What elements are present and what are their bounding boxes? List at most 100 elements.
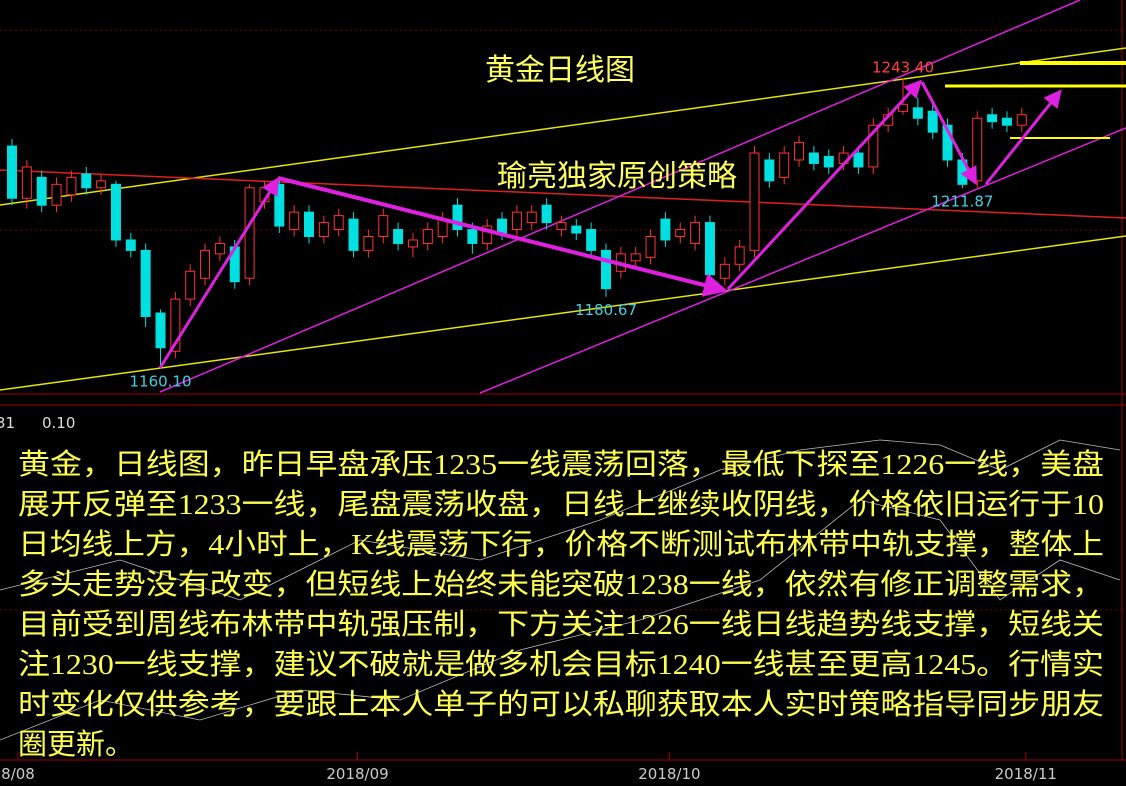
candle-body [1016, 114, 1027, 126]
candle-body [185, 270, 196, 300]
candle-body [289, 211, 300, 231]
candle-body [348, 218, 359, 251]
price-annotation: 1180.67 [575, 301, 637, 319]
candle-body [749, 152, 760, 251]
candle-body [7, 145, 17, 199]
arrow [920, 81, 977, 186]
candle-body [823, 156, 834, 168]
candle-body [214, 242, 225, 255]
candle-body [393, 229, 404, 244]
candle-body [942, 124, 953, 161]
candle-body [511, 211, 522, 231]
trend-line [0, 47, 1126, 206]
candle-body [304, 211, 314, 237]
candle-body [868, 124, 879, 168]
layout [0, 0, 1126, 761]
candle-body [912, 107, 923, 119]
trend-line [0, 235, 1126, 391]
candle-body [51, 183, 62, 206]
x-tick-label: 2018/11 [995, 765, 1057, 783]
candle-body [21, 166, 32, 199]
candle-body [110, 183, 121, 241]
indicator-label: 31 [0, 414, 15, 432]
candle-body [140, 249, 151, 317]
x-tick-label: 2018/10 [638, 765, 700, 783]
trend-line [0, 169, 1126, 219]
candle-body [794, 142, 805, 161]
candle-body [972, 117, 983, 182]
candle-body [927, 110, 938, 133]
indicator-line [0, 499, 1121, 741]
candle-body [497, 218, 508, 234]
candle-body [630, 253, 641, 262]
candle-body [704, 222, 715, 276]
candle-body [734, 246, 745, 265]
arrow [158, 176, 280, 369]
candle-body [482, 225, 493, 244]
arrow [726, 79, 923, 291]
candle-body [660, 218, 671, 241]
commentary-line: 时变化仅供参考，要跟上本人单子的可以私聊获取本人实时策略指导同步朋友 [18, 688, 1104, 721]
candle-body [586, 229, 597, 251]
candle-body [363, 235, 374, 251]
candle-body [407, 239, 418, 248]
candle-body [853, 152, 864, 168]
candle-body [1001, 117, 1012, 126]
commentary-line: 目前受到周线布林带中轨强压制，下方关注1226一线日线趋势线支撑，短线关 [18, 608, 1104, 641]
candle-body [645, 235, 656, 258]
candle-body [200, 249, 211, 279]
candle-body [808, 152, 819, 164]
candle-body [764, 159, 775, 182]
chart-subtitle: 瑜亮独家原创策略 [497, 160, 737, 193]
candle-body [155, 312, 166, 349]
candle-body [36, 176, 47, 206]
candle-body [601, 249, 611, 290]
candle-body [541, 204, 552, 224]
candle-body [779, 152, 790, 178]
candle-body [96, 180, 107, 189]
candle-body [422, 229, 433, 244]
arrow [277, 176, 728, 297]
price-annotation: 1243.40 [872, 59, 934, 77]
commentary-line: 圈更新。 [18, 728, 134, 761]
candle-body [170, 298, 181, 352]
x-tick-label: 8/08 [1, 765, 35, 783]
candle-body [274, 183, 285, 227]
candle-body [452, 204, 463, 231]
arrows [158, 79, 1062, 369]
indicator-line [0, 439, 1121, 601]
commentary-line: 展开反弹至1233一线，尾盘震荡收盘，日线上继续收阴线，价格依旧运行于10 [18, 488, 1104, 521]
candle-body [467, 229, 478, 244]
candles [7, 78, 1027, 369]
candle-body [675, 229, 686, 237]
indicator-label: 0.10 [42, 414, 75, 432]
candle-body [898, 103, 908, 112]
x-tick-label: 2018/09 [326, 765, 388, 783]
commentary-line: 多头走势没有改变，但短线上始终未能突破1238一线，依然有修正调整需求， [18, 568, 1104, 601]
candle-body [571, 225, 582, 234]
commentary-line: 日均线上方，4小时上，K线震荡下行，价格不断测试布林带中轨支撑，整体上 [18, 528, 1104, 561]
candle-body [987, 114, 998, 123]
candle-body [244, 187, 255, 279]
commentary-line: 黄金，日线图，昨日早盘承压1235一线震荡回落，最低下探至1226一线，美盘 [18, 448, 1104, 481]
candle-body [125, 239, 136, 251]
candle-body [526, 211, 537, 224]
price-annotation: 1160.10 [129, 372, 191, 390]
arrow [984, 89, 1062, 185]
chart-title: 黄金日线图 [485, 54, 635, 87]
x-axis: 8/08 2018/09 2018/10 2018/11 [1, 752, 1057, 783]
candle-body [318, 222, 329, 237]
commentary: 黄金，日线图，昨日早盘承压1235一线震荡回落，最低下探至1226一线，美盘展开… [18, 448, 1104, 761]
candle-body [378, 215, 389, 237]
candle-body [719, 263, 730, 279]
commentary-line: 注1230一线支撑，建议不破就是做多机会目标1240一线甚至更高1245。行情实 [18, 648, 1104, 681]
price-annotation: 1211.87 [931, 192, 993, 210]
candle-body [690, 222, 701, 244]
channel-line [159, 0, 1081, 393]
candle-body [66, 176, 77, 196]
candle-body [556, 222, 567, 231]
candle-body [81, 173, 92, 189]
channel-line [479, 127, 1126, 394]
